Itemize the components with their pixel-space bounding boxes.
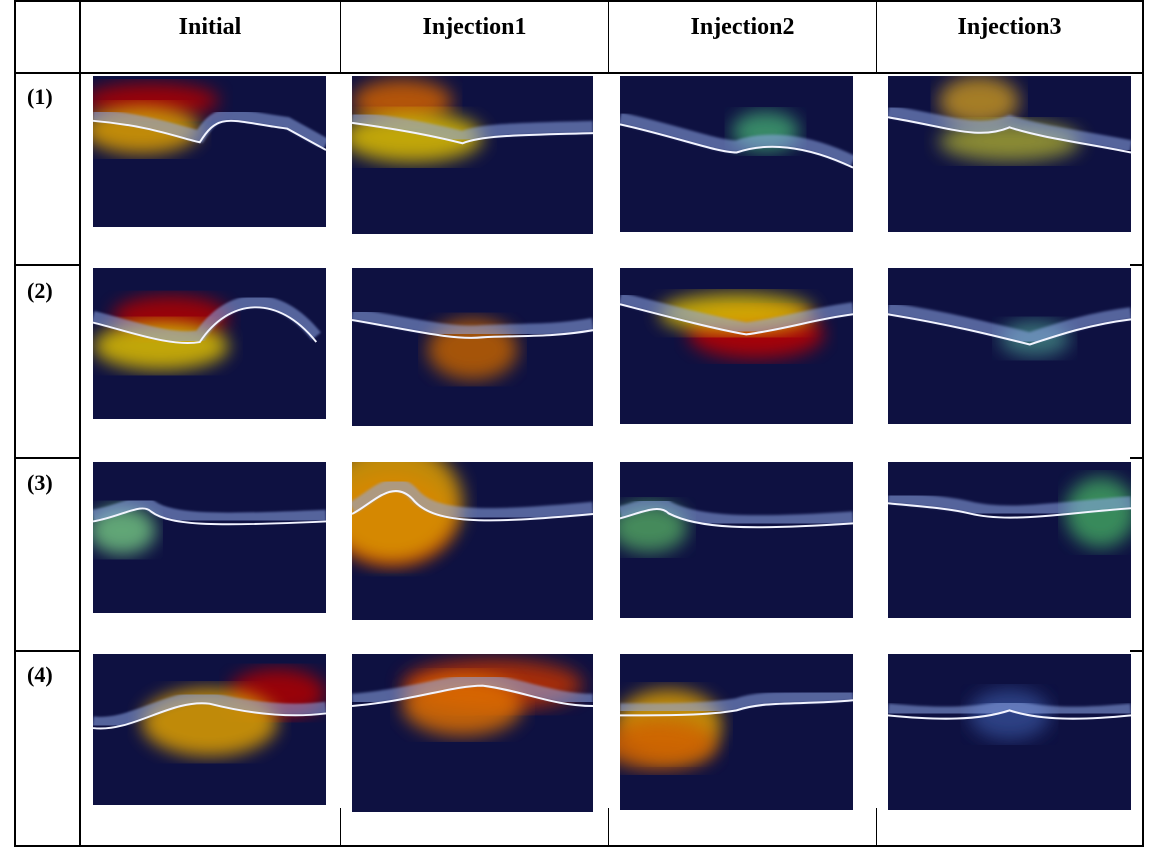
- table-border-right: [1142, 0, 1144, 847]
- row-divider: [1130, 650, 1144, 652]
- oct-heatmap-image: [93, 462, 326, 613]
- oct-heatmap-image: [352, 268, 593, 426]
- oct-heatmap-image: [888, 654, 1131, 810]
- column-header-injection3: Injection3: [877, 14, 1142, 41]
- column-header-injection2: Injection2: [609, 14, 876, 41]
- oct-heatmap-image: [888, 462, 1131, 618]
- oct-heatmap-image: [352, 462, 593, 620]
- table-border-bottom: [14, 845, 1144, 847]
- column-divider: [340, 808, 341, 846]
- row-label-2: (2): [27, 278, 53, 304]
- oct-heatmap-image: [620, 268, 853, 424]
- oct-heatmap-image: [93, 268, 326, 419]
- oct-heatmap-image: [352, 654, 593, 812]
- row-label-1: (1): [27, 84, 53, 110]
- column-divider: [876, 808, 877, 846]
- oct-heatmap-image: [93, 76, 326, 227]
- row-label-3: (3): [27, 470, 53, 496]
- header-divider: [14, 72, 1144, 74]
- oct-heatmap-image: [620, 76, 853, 232]
- row-divider: [1130, 457, 1144, 459]
- row-divider: [1130, 264, 1144, 266]
- label-column-divider: [79, 0, 81, 847]
- row-divider: [14, 264, 80, 266]
- row-divider: [14, 650, 80, 652]
- oct-heatmap-image: [620, 654, 853, 810]
- table-border-left: [14, 0, 16, 847]
- oct-heatmap-image: [620, 462, 853, 618]
- oct-heatmap-image: [93, 654, 326, 805]
- table-border-top: [14, 0, 1144, 2]
- row-divider: [14, 457, 80, 459]
- row-label-4: (4): [27, 662, 53, 688]
- oct-heatmap-image: [888, 268, 1131, 424]
- column-header-injection1: Injection1: [341, 14, 608, 41]
- column-divider: [608, 808, 609, 846]
- oct-heatmap-image: [352, 76, 593, 234]
- oct-heatmap-image: [888, 76, 1131, 232]
- column-header-initial: Initial: [80, 14, 340, 41]
